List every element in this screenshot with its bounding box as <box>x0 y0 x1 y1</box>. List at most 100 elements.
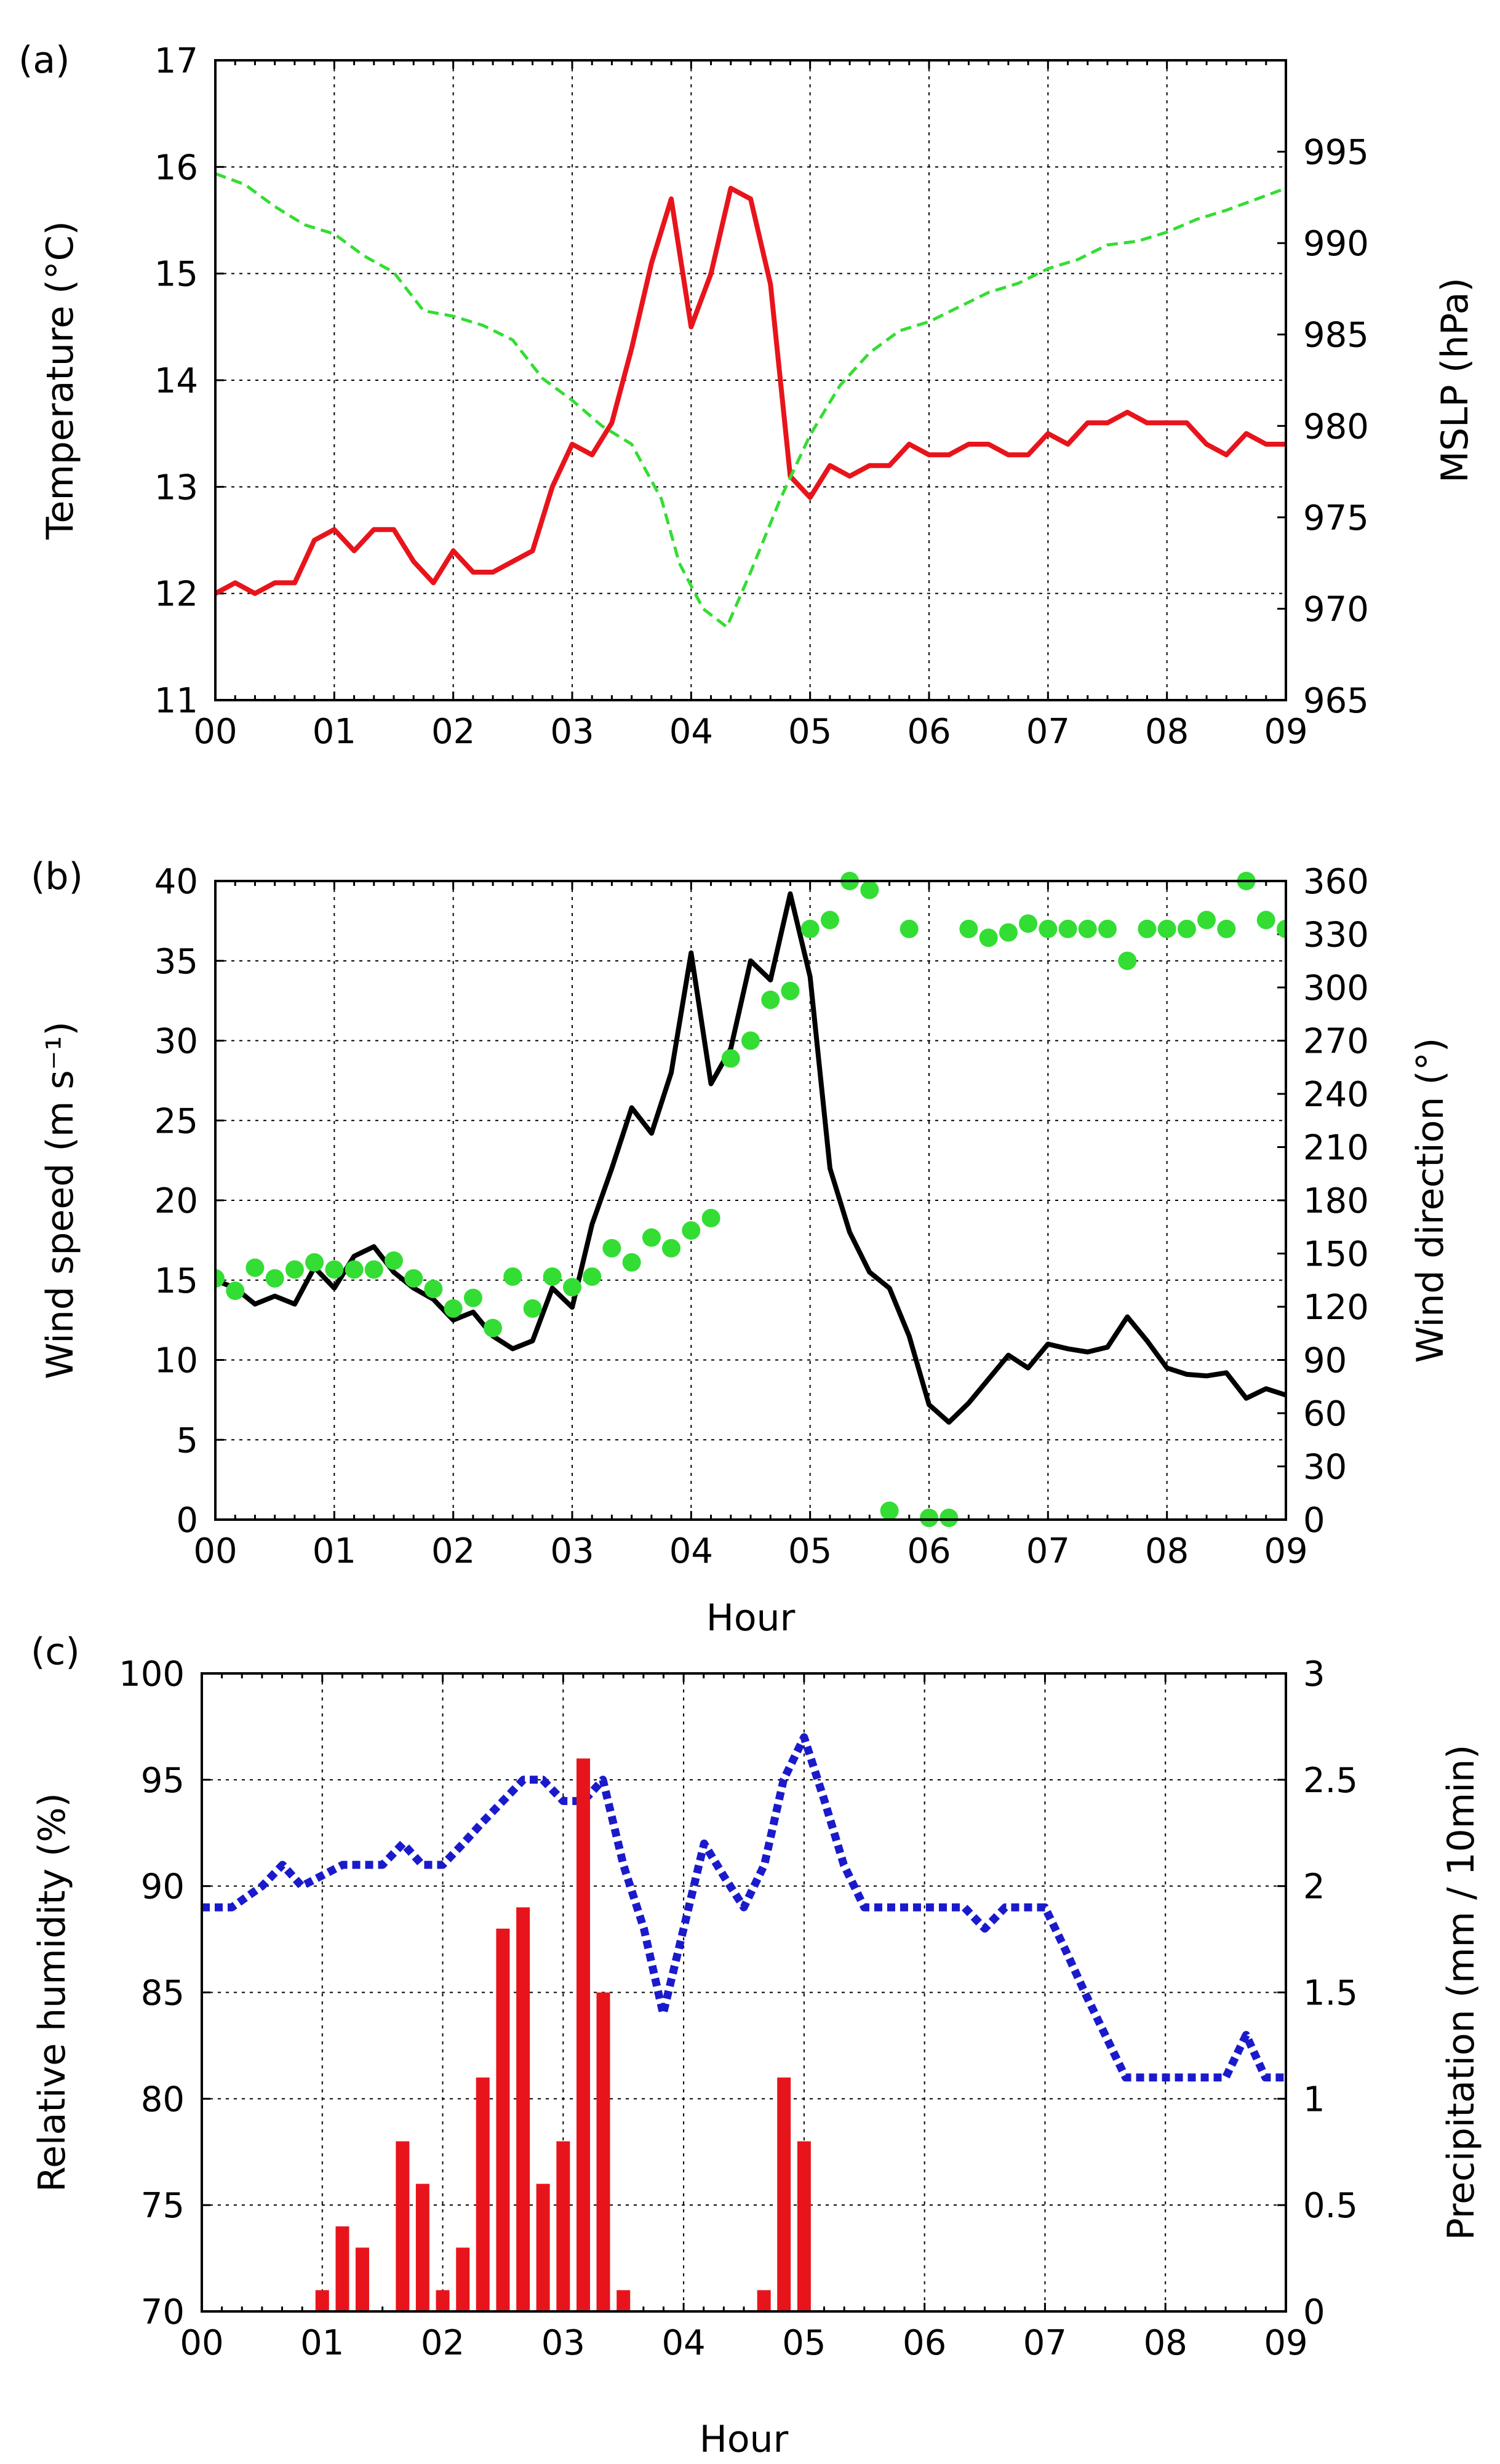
wind-direction-point <box>523 1299 542 1318</box>
y-tick-label: 90 <box>141 1867 185 1907</box>
y-tick-label: 15 <box>154 1261 198 1301</box>
y2-tick-label: 2 <box>1303 1867 1325 1907</box>
series-wind-direction <box>215 872 1286 1528</box>
x-tick-label: 07 <box>1026 1531 1070 1571</box>
y-tick-label: 70 <box>141 2292 185 2332</box>
wind-direction-point <box>721 1049 740 1068</box>
grid <box>215 60 1286 700</box>
y2-tick-label: 270 <box>1303 1022 1369 1062</box>
wind-direction-point <box>563 1278 581 1297</box>
y-tick-label: 12 <box>154 575 198 615</box>
line-relative-humidity <box>202 1733 1286 2082</box>
y-tick-label: 11 <box>154 681 198 721</box>
x-tick-label: 04 <box>669 712 713 752</box>
precip-bar <box>436 2290 450 2311</box>
y-tick-label: 35 <box>154 942 198 982</box>
wind-direction-point <box>761 991 780 1010</box>
precip-bar <box>456 2247 470 2311</box>
wind-direction-point <box>741 1031 760 1050</box>
y2-tick-label: 210 <box>1303 1128 1369 1168</box>
y-tick-label: 100 <box>119 1654 185 1694</box>
y-tick-label: 5 <box>176 1421 198 1461</box>
y-tick-label: 80 <box>141 2079 185 2119</box>
wind-direction-point <box>245 1258 265 1277</box>
y-tick-label: 95 <box>141 1761 185 1801</box>
wind-direction-point <box>1217 919 1236 938</box>
x-tick-label: 00 <box>193 712 237 752</box>
x-tick-label: 01 <box>313 712 356 752</box>
x-tick-label: 03 <box>550 1531 594 1571</box>
x-tick-label: 06 <box>903 2323 946 2363</box>
line-temperature <box>215 186 1286 596</box>
x-tick-label: 06 <box>907 712 951 752</box>
wind-direction-point <box>1019 914 1038 933</box>
wind-direction-point <box>543 1267 562 1286</box>
wind-direction-point <box>979 928 998 947</box>
series-precipitation <box>315 1758 811 2311</box>
x-tick-label: 02 <box>421 2323 465 2363</box>
y2-tick-label: 2.5 <box>1303 1761 1358 1801</box>
wind-direction-point <box>999 923 1018 942</box>
wind-direction-point <box>305 1253 324 1272</box>
y-axis-label: Temperature (°C) <box>39 221 82 540</box>
y2-tick-label: 30 <box>1303 1448 1347 1488</box>
y2-tick-label: 0 <box>1303 2292 1325 2332</box>
x-tick-label: 01 <box>300 2323 344 2363</box>
wind-direction-point <box>1058 919 1077 938</box>
panel-a: 00 01 02 03 04 05 06 07 08 09 11 12 13 14 15 16 17 965 970… <box>18 39 1477 752</box>
y2-tick-label: 1.5 <box>1303 1974 1358 2014</box>
y2-axis-label: MSLP (hPa) <box>1434 277 1477 483</box>
wind-direction-point <box>920 1509 938 1528</box>
wind-direction-point <box>1039 919 1058 938</box>
y2-tick-label: 3 <box>1303 1654 1325 1694</box>
y-tick-label: 75 <box>141 2186 185 2226</box>
x-axis-label: Hour <box>706 1597 796 1640</box>
plot-frame <box>214 59 1287 701</box>
panel-label: (b) <box>31 855 83 898</box>
wind-direction-point <box>781 981 800 1000</box>
y2-tick-label: 150 <box>1303 1235 1369 1275</box>
y2-tick-label: 975 <box>1303 498 1369 538</box>
precip-bar <box>415 2183 429 2311</box>
x-tick-label: 08 <box>1145 712 1189 752</box>
grid <box>215 881 1286 1520</box>
precip-bar <box>616 2290 631 2311</box>
wind-direction-point <box>364 1260 383 1279</box>
panel-label: (a) <box>18 39 70 82</box>
x-tick-label: 04 <box>661 2323 705 2363</box>
precip-bar <box>797 2141 811 2311</box>
x-tick-label: 07 <box>1026 712 1070 752</box>
wind-direction-point <box>1098 919 1117 938</box>
precip-bar <box>536 2183 550 2311</box>
wind-direction-point <box>800 919 820 938</box>
y-tick-label: 40 <box>154 862 198 902</box>
precip-bar <box>516 1907 530 2311</box>
x-tick-label: 09 <box>1264 2323 1307 2363</box>
wind-direction-point <box>404 1269 423 1288</box>
precip-bar <box>496 1928 510 2311</box>
y2-tick-label: 60 <box>1303 1394 1347 1434</box>
y2-tick-label: 0.5 <box>1303 2186 1358 2226</box>
x-tick-label: 01 <box>313 1531 356 1571</box>
wind-direction-point <box>484 1318 503 1338</box>
wind-direction-point <box>1177 919 1196 938</box>
wind-direction-point <box>1138 919 1157 938</box>
wind-direction-point <box>215 1269 225 1288</box>
precip-bar <box>757 2290 771 2311</box>
x-tick-label: 00 <box>180 2323 223 2363</box>
series-mslp <box>215 172 1286 629</box>
y-tick-label: 15 <box>154 255 198 295</box>
x-tick-label: 06 <box>907 1531 951 1571</box>
wind-direction-point <box>1078 919 1097 938</box>
wind-direction-point <box>503 1267 522 1286</box>
grid <box>202 1673 1286 2311</box>
precip-bar <box>315 2290 329 2311</box>
line-wind-speed <box>215 891 1286 1425</box>
y2-tick-label: 330 <box>1303 915 1369 955</box>
wind-direction-point <box>602 1238 621 1258</box>
y2-tick-label: 965 <box>1303 681 1369 721</box>
x-tick-label: 02 <box>431 712 475 752</box>
wind-direction-point <box>226 1282 245 1301</box>
x-tick-label: 04 <box>669 1531 713 1571</box>
